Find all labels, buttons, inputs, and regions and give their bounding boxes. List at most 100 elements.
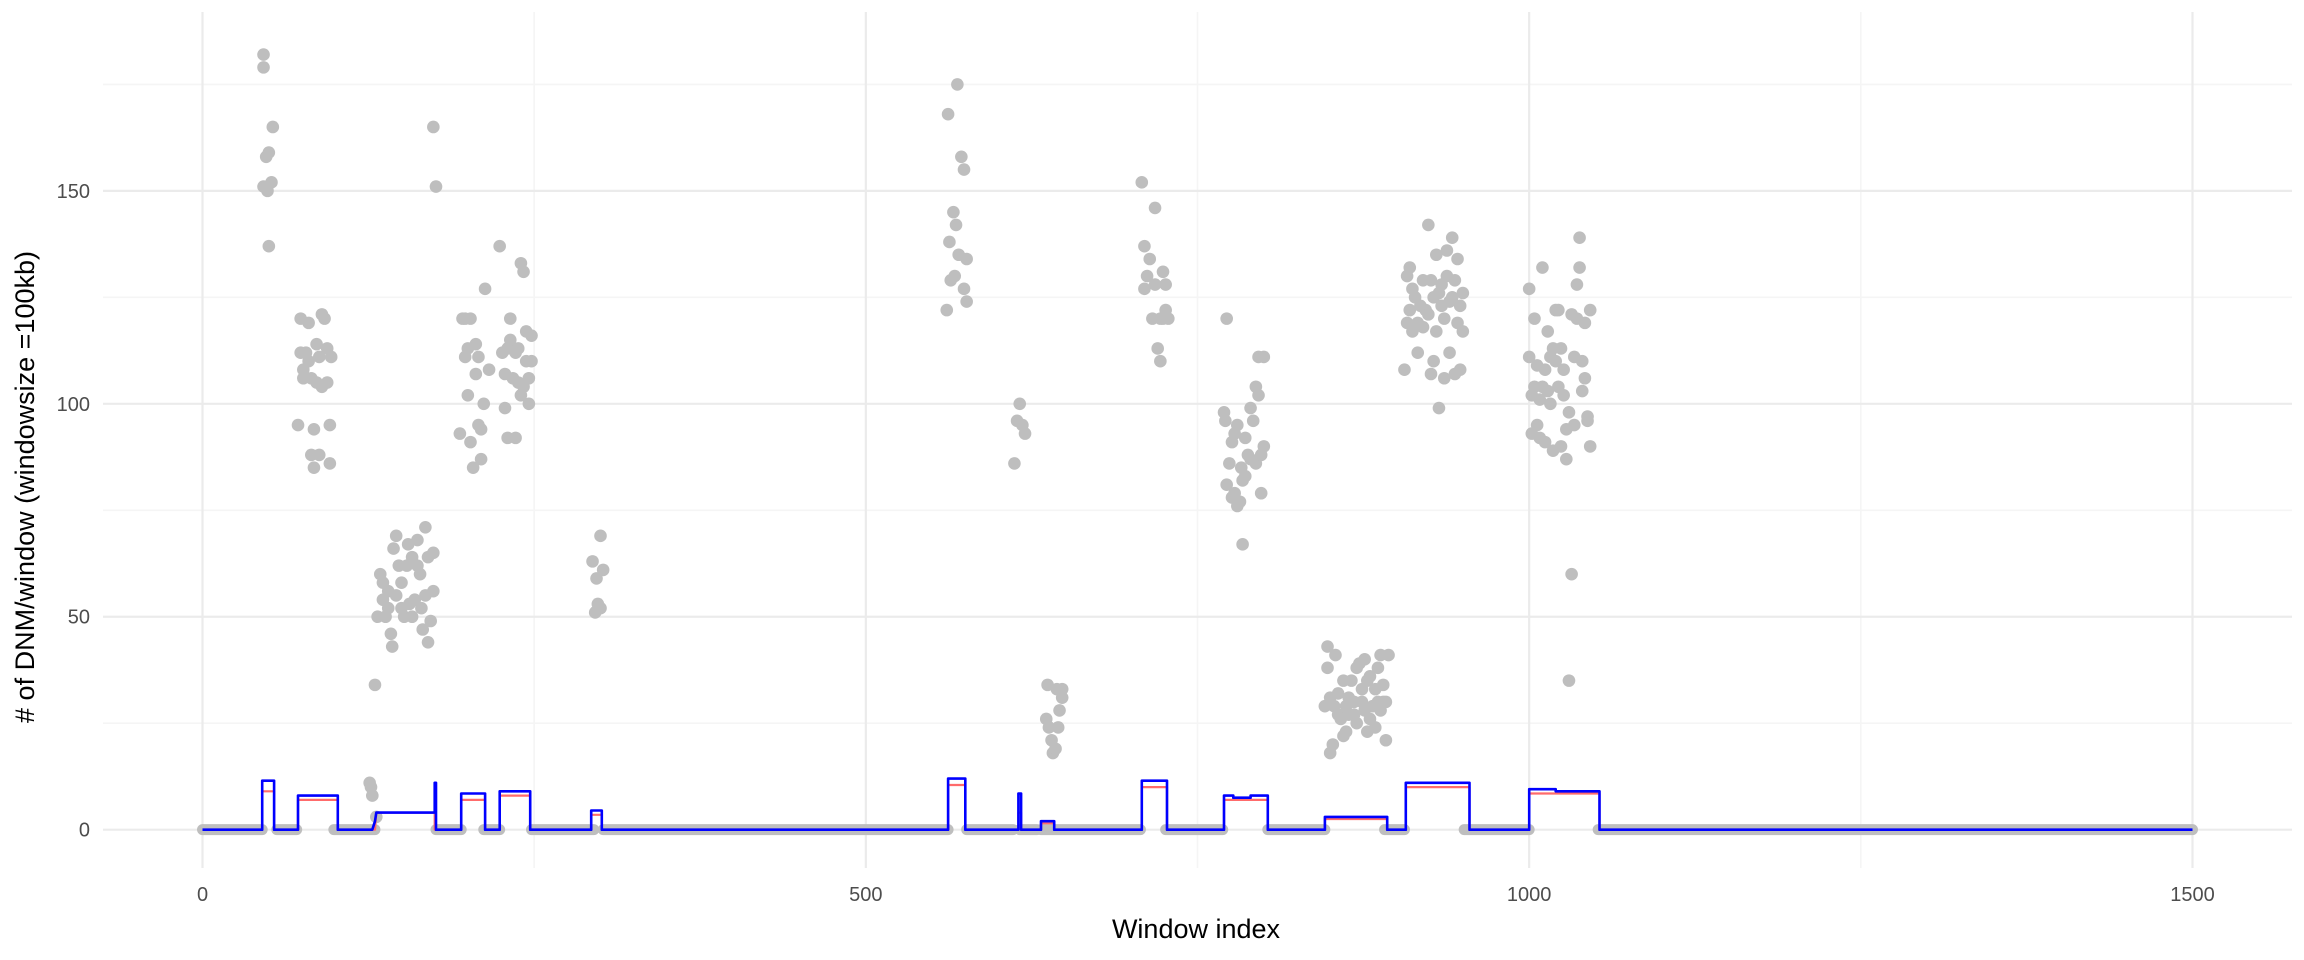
data-point (266, 120, 280, 134)
data-point (940, 303, 954, 317)
data-point (1326, 738, 1340, 751)
data-point (384, 627, 398, 641)
data-point (1536, 261, 1549, 274)
data-point (1345, 674, 1358, 687)
data-point (265, 176, 278, 189)
data-point (1246, 414, 1260, 428)
data-point (951, 78, 964, 91)
data-point (1549, 354, 1562, 368)
data-point (1583, 440, 1597, 453)
data-point (1363, 670, 1377, 683)
data-point (1238, 469, 1252, 483)
data-point (419, 521, 432, 534)
data-point (1143, 252, 1157, 266)
y-tick-label: 100 (57, 394, 90, 416)
data-point (586, 555, 599, 568)
data-point (405, 610, 419, 624)
data-point (1053, 704, 1066, 717)
data-point (522, 371, 536, 385)
data-point (389, 589, 403, 602)
data-point (1430, 248, 1443, 262)
data-point (1151, 342, 1164, 355)
data-point (1430, 325, 1443, 338)
data-point (590, 572, 603, 585)
data-point (1578, 316, 1592, 330)
data-point (1156, 265, 1170, 279)
y-tick-label: 0 (79, 820, 90, 842)
data-point (474, 423, 488, 436)
data-point (1257, 440, 1271, 453)
data-point (1530, 418, 1544, 432)
data-point (257, 48, 270, 61)
data-point (509, 431, 522, 445)
data-point (307, 461, 321, 474)
data-point (503, 312, 517, 325)
data-point (482, 363, 496, 377)
data-point (1382, 648, 1395, 662)
data-point (1567, 418, 1581, 432)
data-point (1544, 397, 1557, 411)
data-point (262, 239, 276, 253)
data-point (1453, 363, 1467, 377)
data-point (1321, 661, 1334, 675)
data-point (415, 601, 428, 615)
data-point (1321, 640, 1334, 653)
data-point (957, 282, 971, 296)
data-point (1252, 388, 1265, 402)
data-point (947, 205, 960, 219)
data-point (1138, 239, 1151, 253)
data-point (1416, 320, 1430, 334)
data-point (1575, 354, 1589, 368)
series-lines (202, 777, 2193, 831)
data-point (1254, 486, 1268, 500)
data-point (1008, 457, 1021, 470)
data-point (469, 367, 483, 381)
data-point (366, 789, 379, 802)
data-point (477, 397, 491, 411)
data-point (427, 120, 440, 134)
data-point (429, 180, 443, 193)
data-point (257, 61, 270, 74)
data-point (948, 269, 962, 283)
data-point (1451, 252, 1464, 266)
data-point (1573, 231, 1586, 245)
data-point (1376, 678, 1390, 692)
data-point (1562, 674, 1576, 687)
y-axis-title: # of DNM/window (windowsize =100kb) (10, 251, 40, 723)
data-point (1552, 303, 1565, 317)
data-point (427, 546, 440, 560)
data-point (596, 563, 610, 577)
data-point (594, 529, 607, 543)
data-point (1042, 721, 1056, 734)
data-point (469, 337, 483, 351)
minor-gridlines (103, 12, 2292, 868)
data-point (1238, 431, 1252, 445)
data-point (1445, 231, 1459, 245)
data-point (389, 529, 403, 543)
data-point (312, 350, 326, 364)
data-point (1557, 363, 1570, 377)
data-point (517, 265, 530, 279)
data-point (493, 239, 506, 253)
data-point (1422, 308, 1435, 321)
data-point (1257, 350, 1271, 364)
data-point (594, 601, 607, 615)
data-point (1331, 687, 1345, 700)
data-point (522, 397, 536, 411)
data-point (1013, 397, 1027, 411)
data-point (1422, 218, 1435, 232)
data-point (1432, 401, 1446, 415)
data-point (1055, 682, 1069, 696)
data-point (1244, 401, 1257, 415)
data-point (408, 593, 422, 607)
data-point (1424, 367, 1438, 381)
data-point (381, 601, 395, 615)
data-point (1522, 350, 1536, 364)
data-point (1424, 273, 1438, 287)
data-point (1162, 312, 1175, 325)
data-point (1154, 354, 1167, 368)
data-point (1448, 273, 1462, 287)
data-point (1398, 363, 1411, 377)
data-point (1018, 427, 1032, 440)
